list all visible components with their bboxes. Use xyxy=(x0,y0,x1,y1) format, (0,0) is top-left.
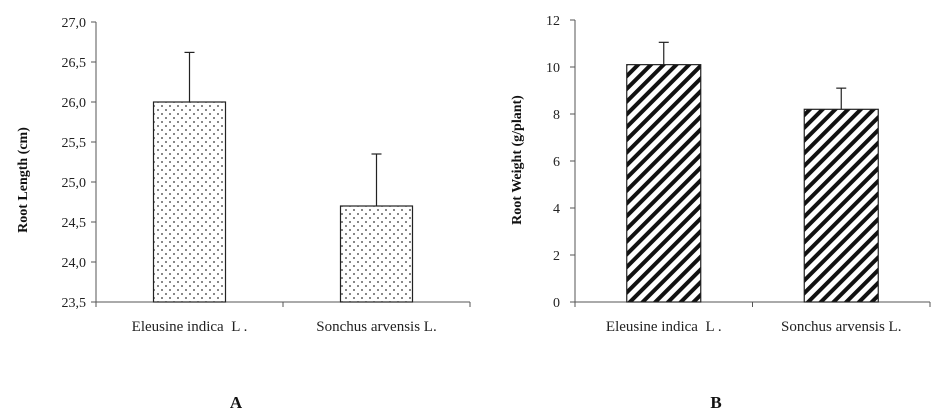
chart-b: Root Weight (g/plant) B 0 2 4 6 8 10 12 Eleusin… xyxy=(510,14,931,412)
x-tick-label: Sonchus arvensis L. xyxy=(781,319,901,335)
y-tick-label: 26,5 xyxy=(62,56,87,71)
y-tick-label: 25,0 xyxy=(62,176,87,191)
y-tick-label: 0 xyxy=(553,296,560,311)
y-tick-label: 23,5 xyxy=(62,296,87,311)
y-tick-label: 25,5 xyxy=(62,136,87,151)
y-axis-label: Root Length (cm) xyxy=(16,127,31,233)
y-tick-label: 27,0 xyxy=(62,16,87,31)
y-tick-label: 2 xyxy=(553,249,560,264)
bar xyxy=(152,101,227,303)
y-tick-label: 12 xyxy=(546,14,560,29)
y-tick-label: 10 xyxy=(546,61,560,76)
x-tick-label: Eleusine indica L . xyxy=(606,319,722,335)
y-tick-label: 4 xyxy=(553,202,560,217)
panel-label: B xyxy=(710,393,721,412)
x-tick-label: Eleusine indica L . xyxy=(132,319,248,335)
y-tick-label: 26,0 xyxy=(62,96,87,111)
y-tick-label: 8 xyxy=(553,108,560,123)
y-tick-label: 24,0 xyxy=(62,256,87,271)
y-tick-label: 24,5 xyxy=(62,216,87,231)
y-axis-label: Root Weight (g/plant) xyxy=(510,95,525,225)
bar xyxy=(626,64,702,303)
bar xyxy=(803,108,879,303)
x-tick-label: Sonchus arvensis L. xyxy=(316,319,436,335)
bar xyxy=(339,205,414,303)
chart-a: Root Length (cm) A 23,5 24,0 24,5 25,0 25,5 2… xyxy=(16,16,471,412)
y-tick-label: 6 xyxy=(553,155,560,170)
panel-label: A xyxy=(230,393,243,412)
